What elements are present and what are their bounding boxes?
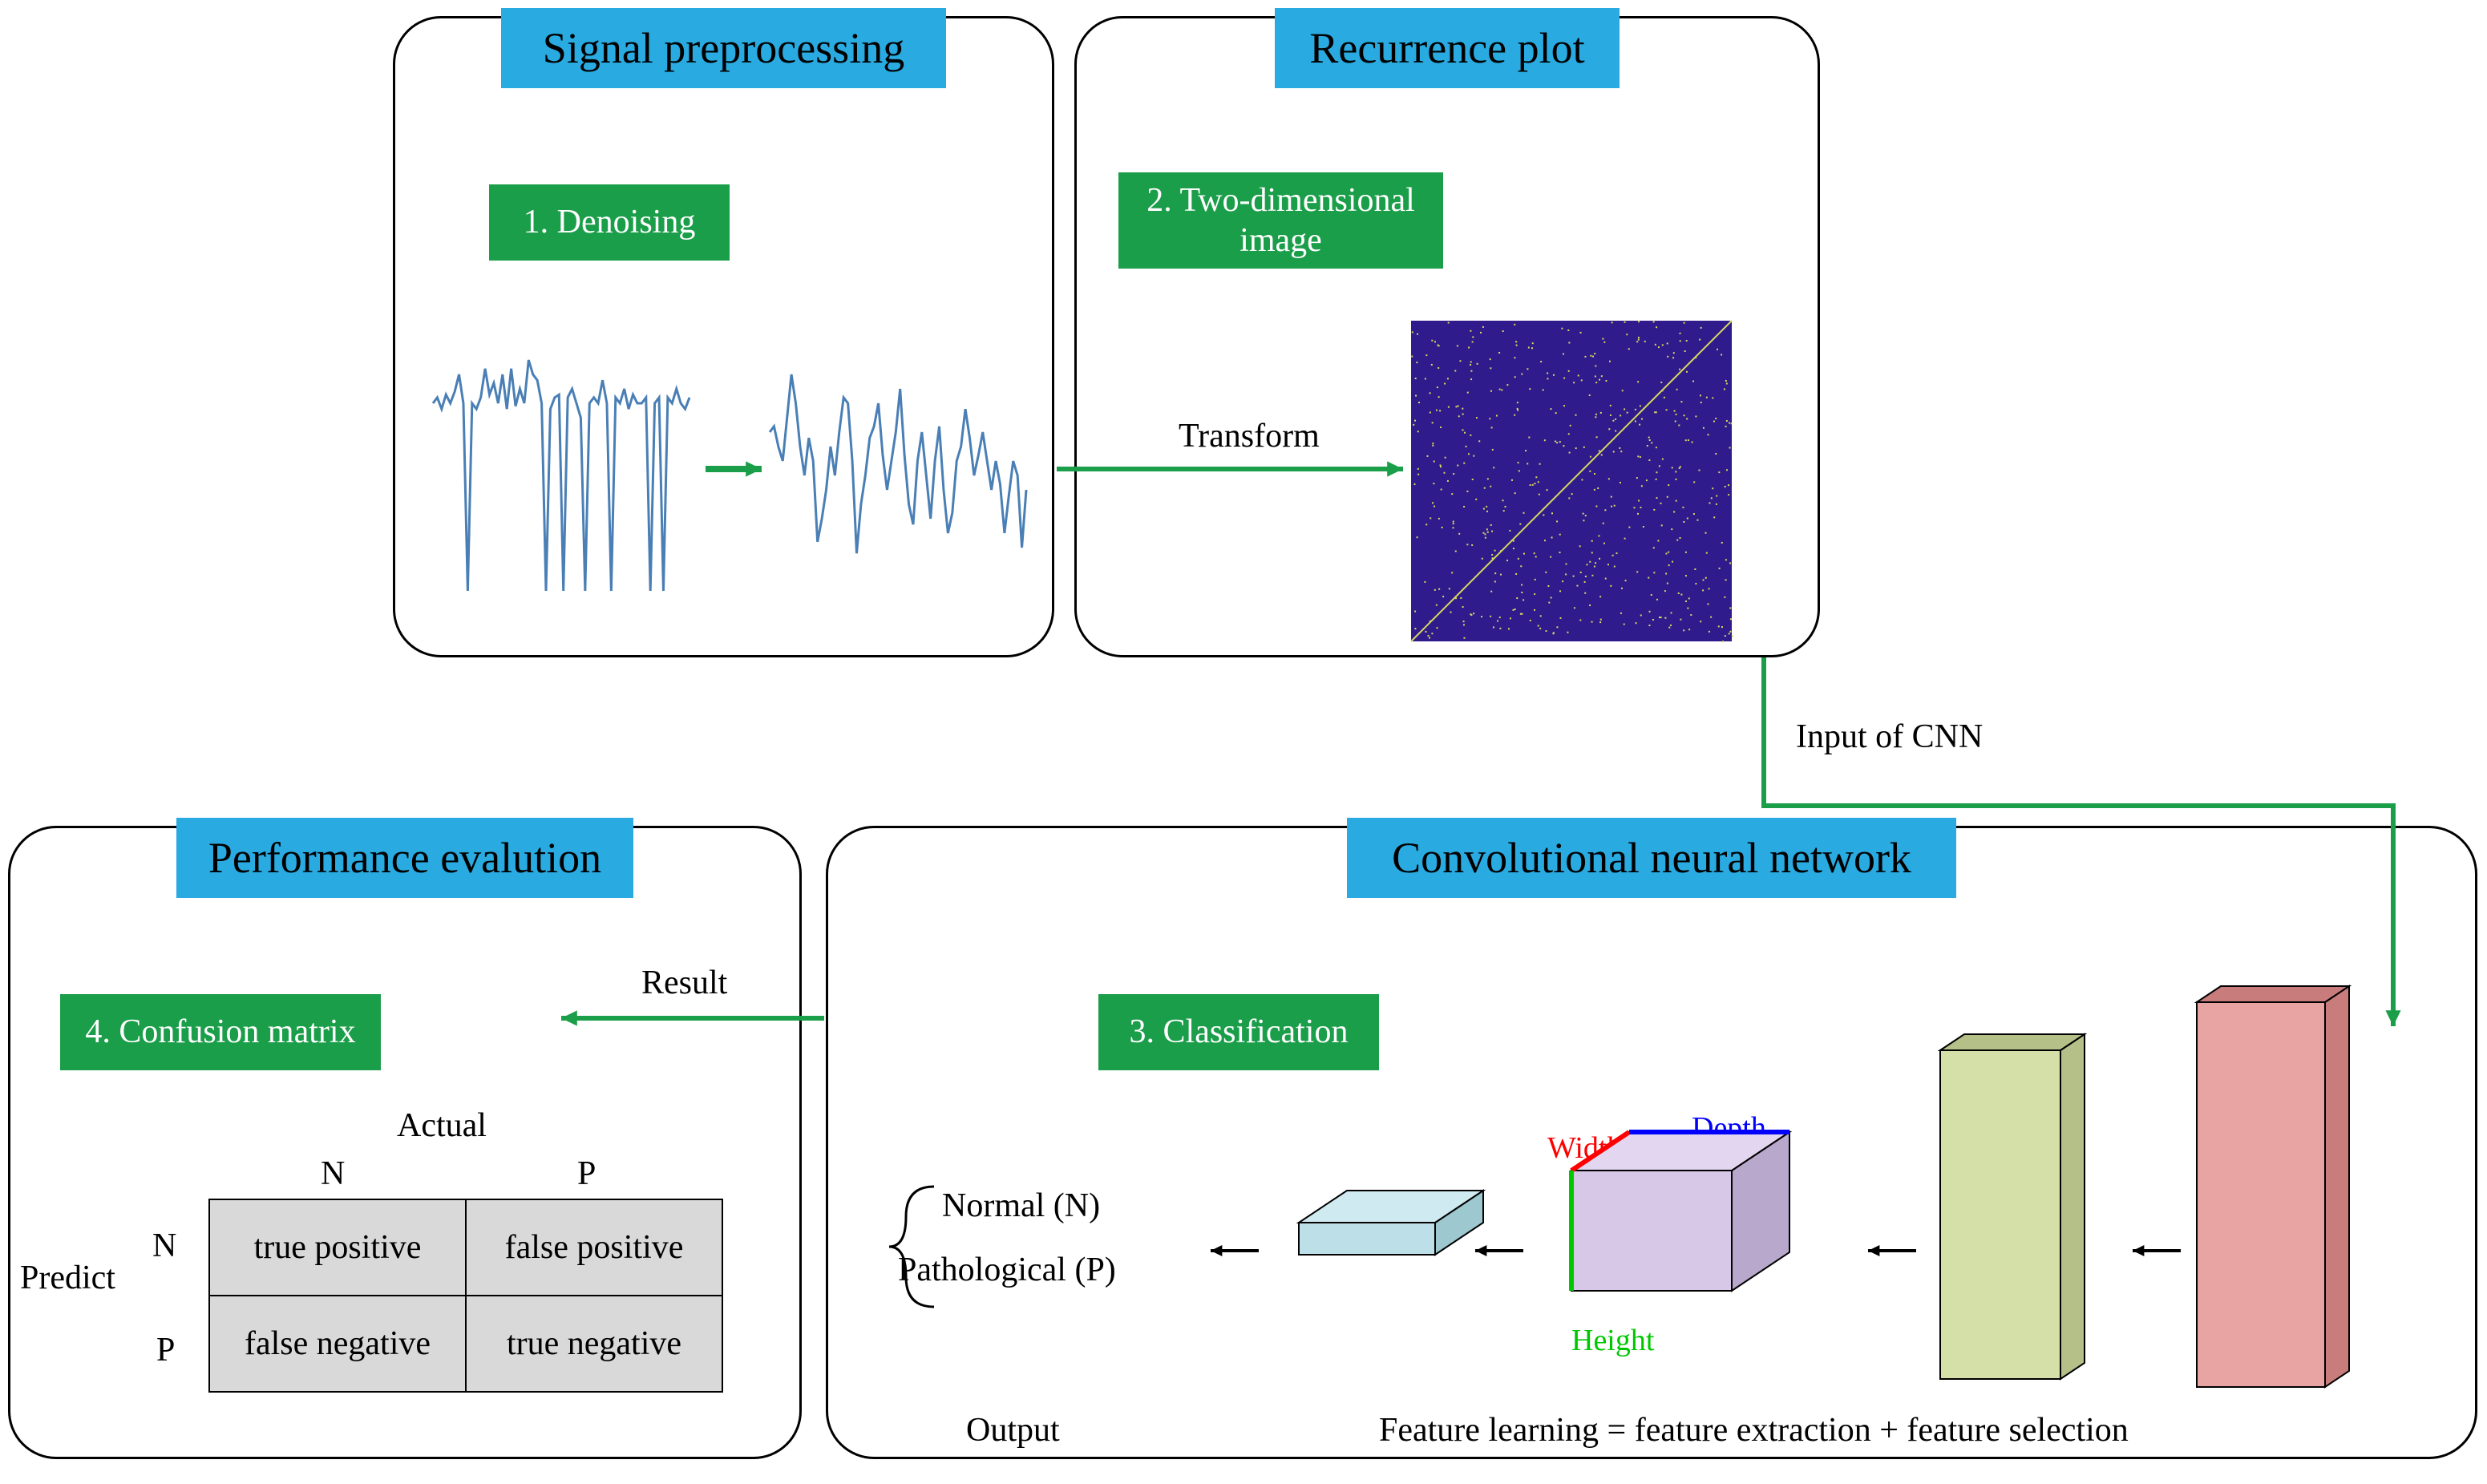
svg-overlay xyxy=(0,0,2487,1484)
